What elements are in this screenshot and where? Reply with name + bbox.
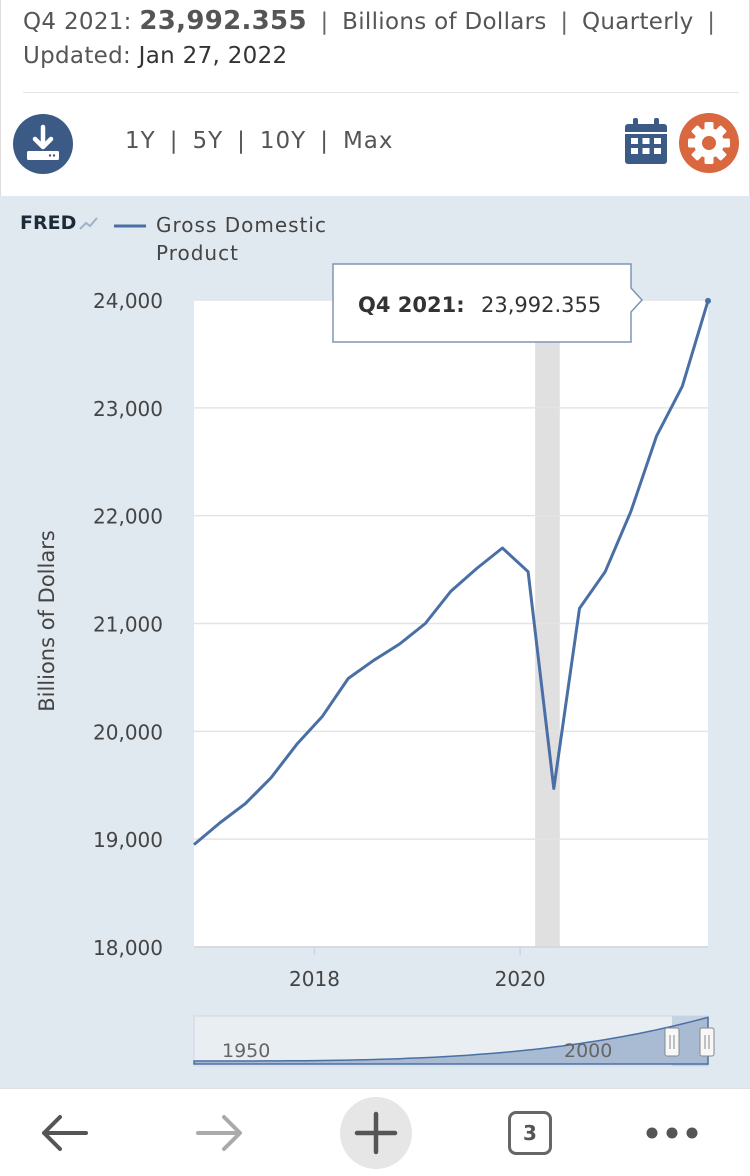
separator: | (707, 9, 716, 35)
fred-logo: FRED (20, 212, 98, 234)
back-arrow-icon (42, 1115, 88, 1151)
tooltip-value: 23,992.355 (481, 293, 601, 317)
navigator-handle-left[interactable] (664, 1027, 680, 1057)
gear-icon (688, 122, 730, 164)
navigator-label-1950: 1950 (222, 1040, 270, 1062)
divider (23, 92, 739, 93)
tooltip-label: Q4 2021: (358, 293, 465, 317)
download-button[interactable] (13, 114, 73, 174)
series-header: Q4 2021: 23,992.355 | Billions of Dollar… (0, 0, 750, 196)
back-button[interactable] (26, 1089, 102, 1176)
new-tab-button[interactable] (338, 1089, 414, 1176)
separator: | (320, 128, 329, 154)
y-axis-label: Billions of Dollars (35, 530, 59, 712)
legend-label-line2: Product (156, 241, 239, 265)
observation-period: Q4 2021: (23, 9, 132, 35)
range-1y[interactable]: 1Y (125, 128, 156, 154)
calendar-icon (625, 118, 667, 164)
plus-icon (354, 1111, 398, 1155)
tooltip: Q4 2021: 23,992.355 (332, 263, 644, 343)
fred-logo-text: FRED (20, 212, 76, 234)
legend: Gross Domestic Product (114, 213, 327, 265)
units-label: Billions of Dollars (342, 9, 547, 35)
tabs-button[interactable]: 3 (492, 1089, 568, 1176)
navigator-area (193, 1016, 709, 1065)
y-tick-label: 21,000 (93, 613, 163, 637)
forward-button[interactable] (182, 1089, 258, 1176)
observation-value: 23,992.355 (139, 6, 307, 36)
menu-button[interactable] (634, 1089, 710, 1176)
separator: | (320, 9, 329, 35)
x-tick-label: 2020 (495, 967, 546, 991)
tab-count: 3 (508, 1111, 552, 1155)
gdp-chart[interactable]: FRED Gross Domestic Product 18,000 19,000… (0, 196, 750, 1088)
download-icon (27, 124, 59, 160)
tooltip-box (332, 263, 644, 343)
y-tick-label: 23,000 (93, 397, 163, 421)
separator: | (560, 9, 569, 35)
more-icon (646, 1127, 698, 1139)
frequency-label: Quarterly (582, 9, 694, 35)
browser-toolbar: 3 (0, 1088, 750, 1176)
data-point[interactable] (705, 297, 711, 304)
navigator[interactable]: 1950 2000 (193, 1015, 715, 1067)
date-range-selector: 1Y | 5Y | 10Y | Max (125, 128, 394, 154)
updated-date: Jan 27, 2022 (138, 43, 288, 69)
navigator-handle-right[interactable] (699, 1027, 715, 1057)
legend-label-line1: Gross Domestic (156, 213, 327, 237)
y-tick-label: 22,000 (93, 505, 163, 529)
range-5y[interactable]: 5Y (192, 128, 224, 154)
chart-panel: FRED Gross Domestic Product 18,000 19,000… (0, 196, 750, 1088)
x-tick-label: 2018 (289, 967, 340, 991)
series-summary: Q4 2021: 23,992.355 | Billions of Dollar… (23, 4, 733, 73)
separator: | (237, 128, 246, 154)
fred-logo-mark (79, 217, 98, 230)
navigator-label-2000: 2000 (564, 1040, 612, 1062)
separator: | (169, 128, 179, 154)
settings-button[interactable] (679, 113, 739, 173)
new-tab-circle (340, 1097, 412, 1169)
y-tick-label: 18,000 (93, 936, 163, 960)
range-max[interactable]: Max (342, 128, 394, 154)
y-tick-label: 19,000 (93, 828, 163, 852)
forward-arrow-icon (196, 1115, 242, 1151)
calendar-button[interactable] (623, 116, 669, 166)
recession-shading (535, 326, 560, 947)
range-10y[interactable]: 10Y (259, 128, 307, 154)
updated-label: Updated: (23, 43, 132, 69)
y-tick-label: 20,000 (93, 720, 163, 744)
y-tick-label: 24,000 (93, 289, 163, 313)
